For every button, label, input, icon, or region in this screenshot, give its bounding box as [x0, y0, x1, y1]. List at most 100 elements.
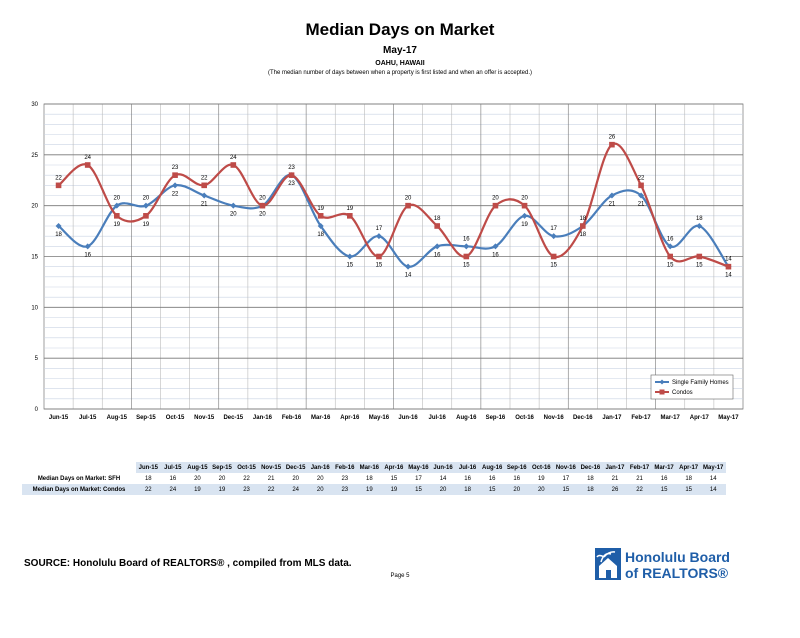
data-label: 19 [317, 206, 324, 212]
table-cell-condos: 14 [700, 484, 726, 495]
data-label: 20 [259, 212, 266, 218]
x-tick-label: Aug-15 [107, 415, 128, 421]
y-tick-label: 10 [31, 305, 38, 311]
data-point-sfh [172, 182, 179, 189]
table-header-cell: Sep-16 [504, 462, 529, 473]
data-point-condos [492, 202, 499, 209]
data-label: 16 [667, 236, 674, 242]
table-header-cell: Apr-17 [676, 462, 701, 473]
table-cell-condos: 22 [136, 484, 161, 495]
table-cell-sfh: 20 [292, 475, 299, 482]
table-cell-sfh: 21 [267, 475, 275, 482]
data-label: 20 [113, 196, 120, 202]
series-line-sfh [57, 174, 730, 268]
y-tick-label: 30 [31, 102, 38, 108]
table-header-cell: May-16 [406, 462, 431, 473]
data-point-sfh [434, 243, 441, 250]
data-point-condos [259, 202, 266, 209]
table-header-cell: Jul-15 [160, 462, 186, 473]
table-cell-condos: 20 [307, 484, 333, 495]
data-point-condos [230, 162, 237, 168]
data-point-condos [609, 141, 615, 148]
page-number: Page 5 [390, 573, 410, 579]
data-label: 15 [376, 263, 383, 269]
data-point-sfh [667, 243, 674, 250]
data-label: 16 [84, 252, 91, 258]
chart-subtitle: May-17 [383, 45, 417, 56]
table-cell-sfh: 22 [243, 475, 250, 482]
data-point-condos [376, 253, 382, 260]
definition-note: (The median number of days between when … [267, 70, 533, 76]
x-tick-label: Oct-16 [515, 415, 534, 421]
table-header-cell: Apr-16 [381, 462, 407, 473]
table-row-condos: Median Days on Market: Condos 22 24 19 19 23 2… [22, 484, 726, 495]
legend-label: Single Family Homes [672, 380, 729, 386]
data-point-condos [638, 182, 644, 189]
table-cell-condos: 15 [553, 484, 579, 495]
x-tick-label: Sep-15 [136, 415, 156, 421]
table-header-cell: Jun-15 [136, 462, 161, 473]
table-header-cell: Mar-16 [357, 462, 382, 473]
table-header-cell: Nov-16 [553, 462, 579, 473]
data-point-sfh [201, 192, 208, 199]
data-point-condos [696, 253, 703, 260]
x-tick-label: Apr-16 [340, 415, 360, 421]
x-tick-label: May-16 [369, 415, 390, 421]
legend-label: Condos [672, 390, 693, 396]
table-cell-sfh: 17 [562, 475, 570, 482]
table-cell-condos: 19 [357, 484, 382, 495]
data-point-sfh [521, 212, 528, 219]
data-table: Jun-15 Jul-15 Aug-15 Sep-15 Oct-15 Nov-15 Dec-… [22, 462, 726, 495]
table-cell-sfh: 21 [611, 475, 619, 482]
table-header-cell: Jun-16 [430, 462, 456, 473]
data-point-sfh [550, 233, 557, 240]
data-point-condos [667, 253, 673, 260]
table-row-sfh: Median Days on Market: SFH 18 16 20 20 22 21 20… [22, 473, 726, 484]
data-label: 22 [201, 175, 208, 181]
data-label: 15 [346, 263, 353, 269]
data-label: 21 [638, 202, 645, 208]
table-cell-condos: 20 [430, 484, 456, 495]
data-label: 18 [579, 216, 586, 222]
table-cell-sfh: 16 [169, 475, 177, 482]
data-label: 16 [492, 252, 499, 258]
data-point-sfh [608, 192, 615, 199]
x-tick-label: Dec-15 [223, 415, 243, 421]
table-cell-condos: 26 [602, 484, 628, 495]
x-tick-label: Nov-16 [544, 415, 565, 421]
table-cell-condos: 19 [185, 484, 210, 495]
table-cell-sfh: 18 [144, 475, 152, 482]
table-cell-condos: 18 [455, 484, 480, 495]
data-point-sfh [84, 243, 91, 250]
data-label: 20 [259, 196, 266, 202]
house-palm-icon [595, 548, 621, 580]
legend-marker [659, 379, 665, 385]
data-label: 17 [550, 226, 557, 232]
data-label: 18 [696, 216, 703, 222]
table-cell-sfh: 19 [537, 475, 545, 482]
x-tick-label: Apr-17 [690, 415, 710, 421]
x-tick-label: Jun-15 [49, 415, 69, 421]
data-point-sfh [142, 202, 149, 209]
data-point-sfh [463, 243, 470, 250]
table-cell-sfh: 18 [587, 475, 594, 482]
x-tick-label: Jan-16 [253, 415, 273, 421]
table-cell-sfh: 14 [439, 475, 447, 482]
data-label: 23 [288, 181, 295, 187]
table-header-cell: Nov-15 [258, 462, 284, 473]
table-header-cell: Dec-15 [283, 462, 308, 473]
chart-title: Median Days on Market [305, 20, 495, 39]
data-label: 20 [143, 196, 150, 202]
table-cell-sfh: 14 [709, 475, 717, 482]
y-tick-label: 0 [35, 407, 39, 413]
data-point-sfh [113, 202, 120, 209]
data-label: 21 [201, 202, 208, 208]
data-point-condos [55, 182, 62, 189]
table-header-cell: Oct-15 [234, 462, 259, 473]
table-cell-condos: 19 [209, 484, 235, 495]
legend-box [650, 374, 734, 400]
table-cell-sfh: 20 [316, 475, 324, 482]
data-label: 19 [346, 206, 353, 212]
data-point-condos [434, 223, 440, 229]
data-label: 20 [521, 196, 528, 202]
